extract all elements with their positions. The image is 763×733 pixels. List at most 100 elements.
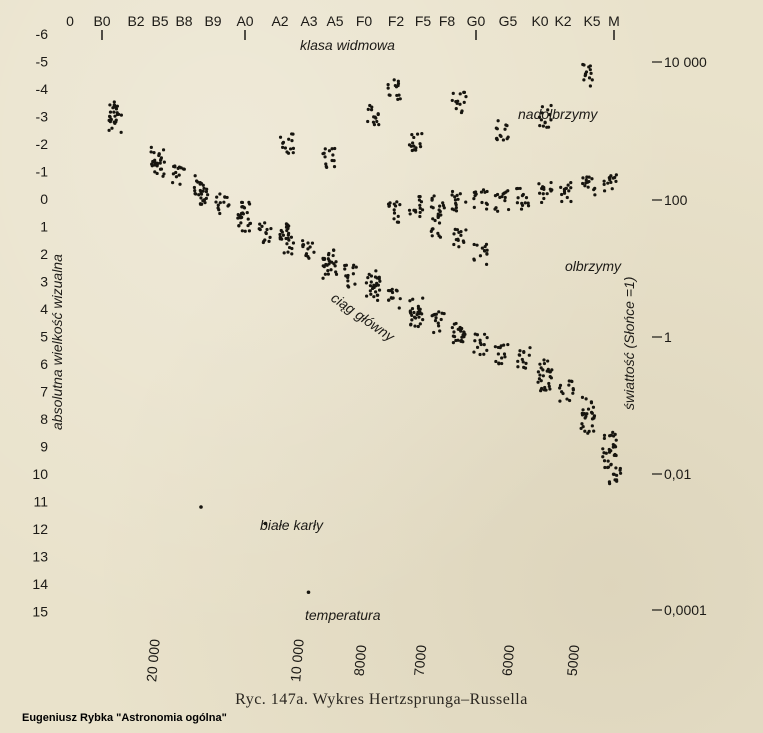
left-tick-label: -4	[36, 81, 49, 97]
data-point	[592, 414, 597, 418]
data-point	[478, 254, 483, 258]
data-point	[550, 368, 554, 372]
data-point	[461, 239, 465, 243]
left-tick-label: -2	[36, 136, 49, 152]
left-tick-label: -6	[36, 26, 49, 42]
bottom-tick-label: 8000	[351, 644, 370, 677]
data-point	[504, 123, 508, 127]
data-point	[528, 346, 532, 350]
data-point	[199, 190, 203, 194]
data-point	[494, 359, 498, 364]
data-point	[395, 220, 400, 224]
data-point	[602, 436, 607, 441]
data-point	[478, 352, 482, 357]
chart-title: klasa widmowa	[300, 37, 395, 53]
data-point	[548, 375, 552, 379]
data-point	[396, 214, 400, 218]
data-point	[452, 208, 456, 212]
data-point	[587, 175, 591, 179]
data-point	[193, 189, 197, 193]
data-point	[366, 107, 370, 111]
data-point	[411, 297, 415, 301]
data-point	[567, 398, 572, 403]
data-point	[587, 179, 591, 184]
data-point	[454, 338, 458, 343]
data-point	[240, 229, 244, 233]
data-point	[287, 137, 291, 141]
top-tick-label: B0	[93, 13, 110, 29]
data-point	[265, 227, 269, 232]
data-point	[411, 141, 415, 145]
data-point	[214, 200, 218, 204]
data-point	[352, 263, 356, 267]
data-point	[310, 241, 315, 245]
data-point	[506, 189, 510, 193]
data-point	[500, 361, 504, 366]
data-point	[495, 138, 499, 142]
right-tick-label: 0,0001	[664, 602, 707, 618]
top-axis-ticks: 0 B0 B2 B5 B8 B9 A0 A2 A3 A5 F0 F2 F5 F8 G0 G5 K0 K2 K5 M	[66, 13, 620, 40]
data-point	[107, 128, 111, 132]
left-tick-label: 10	[32, 466, 48, 482]
data-point	[506, 135, 510, 139]
data-point	[588, 64, 592, 68]
data-point	[326, 253, 331, 257]
data-point	[495, 127, 499, 131]
data-point	[618, 468, 622, 472]
data-point	[472, 197, 476, 201]
data-point	[566, 183, 570, 187]
data-point	[609, 174, 613, 178]
data-point	[414, 146, 418, 150]
data-point	[331, 153, 335, 157]
data-point	[606, 181, 610, 185]
data-point	[480, 246, 484, 250]
data-point	[377, 277, 381, 281]
data-point	[398, 202, 402, 207]
data-point	[308, 245, 312, 249]
left-tick-label: 15	[32, 604, 48, 620]
data-point	[109, 117, 113, 122]
data-point	[410, 307, 415, 311]
data-point	[593, 193, 597, 197]
data-point	[496, 209, 500, 213]
data-point	[602, 179, 606, 183]
data-point	[498, 195, 502, 199]
top-tick-label: K5	[583, 13, 600, 29]
data-point	[286, 250, 290, 254]
data-point	[430, 198, 434, 202]
top-tick-label: F2	[388, 13, 405, 29]
data-point	[611, 430, 615, 434]
data-point	[601, 455, 605, 459]
data-point	[591, 405, 596, 409]
data-point	[332, 248, 336, 252]
right-tick-label: 10 000	[664, 54, 707, 70]
data-point	[301, 244, 305, 249]
data-point	[149, 145, 153, 149]
data-point	[387, 93, 391, 97]
data-point	[236, 213, 240, 217]
data-point	[613, 445, 618, 449]
top-tick-label: G5	[499, 13, 518, 29]
top-tick-label: M	[608, 13, 620, 29]
data-point	[589, 71, 593, 75]
data-point	[333, 264, 337, 268]
data-point	[364, 281, 369, 285]
data-point	[306, 590, 311, 595]
data-point	[269, 226, 273, 231]
data-point	[586, 185, 590, 189]
data-point	[206, 193, 210, 197]
data-point	[323, 272, 327, 276]
data-point	[581, 176, 585, 180]
data-point	[286, 233, 290, 237]
data-point	[499, 134, 503, 139]
top-tick-label: F8	[439, 13, 456, 29]
data-point	[240, 200, 245, 205]
data-point	[583, 429, 587, 433]
top-tick-label: A5	[326, 13, 343, 29]
data-point	[454, 321, 458, 326]
data-point	[409, 311, 413, 315]
data-point	[440, 311, 444, 315]
data-point	[454, 238, 458, 242]
data-point	[290, 252, 294, 256]
data-point	[112, 110, 116, 114]
